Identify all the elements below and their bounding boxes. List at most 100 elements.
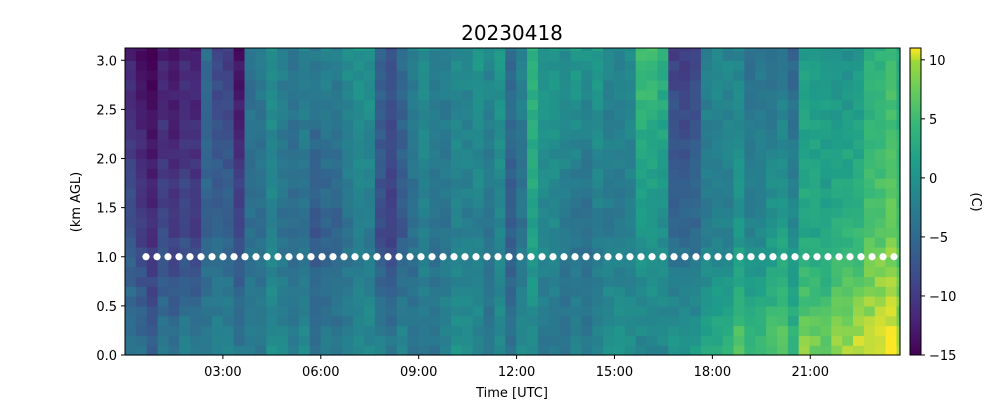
heatmap-cell bbox=[548, 178, 561, 189]
heatmap-cell bbox=[353, 119, 365, 130]
heatmap-cell bbox=[603, 129, 615, 140]
heatmap-cell bbox=[342, 119, 354, 130]
heatmap-cell bbox=[320, 286, 333, 297]
heatmap-cell bbox=[418, 79, 430, 91]
marker-dot bbox=[439, 253, 447, 261]
heatmap-cell bbox=[853, 296, 865, 307]
heatmap-cell bbox=[722, 168, 735, 179]
heatmap-cell bbox=[211, 335, 224, 346]
heatmap-cell bbox=[157, 345, 170, 356]
heatmap-cell bbox=[342, 217, 354, 228]
heatmap-cell bbox=[244, 168, 256, 179]
heatmap-cell bbox=[342, 50, 354, 61]
heatmap-cell bbox=[407, 266, 419, 277]
heatmap-cell bbox=[885, 217, 898, 228]
heatmap-cell bbox=[233, 119, 246, 130]
heatmap-cell bbox=[603, 266, 615, 277]
heatmap-cell bbox=[385, 335, 398, 346]
heatmap-cell bbox=[483, 109, 496, 120]
heatmap-cell bbox=[853, 305, 865, 317]
heatmap-cell bbox=[527, 187, 539, 199]
heatmap-cell bbox=[722, 207, 735, 219]
heatmap-cell bbox=[842, 227, 854, 238]
heatmap-cell bbox=[755, 79, 767, 91]
heatmap-cell bbox=[418, 138, 430, 150]
heatmap-cell bbox=[831, 237, 843, 248]
heatmap-cell bbox=[657, 158, 669, 169]
heatmap-cell bbox=[309, 256, 322, 268]
heatmap-cell bbox=[255, 70, 267, 81]
heatmap-cell bbox=[211, 325, 224, 336]
heatmap-cell bbox=[592, 148, 604, 160]
heatmap-cell bbox=[396, 178, 409, 189]
heatmap-cell bbox=[863, 315, 876, 327]
heatmap-cell bbox=[527, 148, 539, 160]
heatmap-cell bbox=[755, 305, 767, 317]
heatmap-cell bbox=[690, 158, 702, 169]
heatmap-cell bbox=[407, 345, 419, 356]
heatmap-cell bbox=[418, 50, 430, 61]
heatmap-cell bbox=[766, 89, 778, 101]
heatmap-cell bbox=[135, 129, 148, 140]
heatmap-cell bbox=[353, 237, 365, 248]
heatmap-cell bbox=[266, 325, 278, 336]
heatmap-cell bbox=[125, 315, 137, 327]
heatmap-cell bbox=[635, 138, 648, 150]
heatmap-cell bbox=[190, 79, 202, 91]
heatmap-cell bbox=[179, 335, 191, 346]
heatmap-cell bbox=[157, 227, 170, 238]
heatmap-cell bbox=[711, 305, 724, 317]
heatmap-cell bbox=[624, 315, 637, 327]
heatmap-cell bbox=[744, 70, 756, 81]
heatmap-cell bbox=[766, 217, 778, 228]
marker-dot bbox=[450, 253, 458, 261]
heatmap-cell bbox=[244, 70, 256, 81]
heatmap-cell bbox=[787, 217, 800, 228]
heatmap-cell bbox=[505, 286, 517, 297]
heatmap-cell bbox=[755, 207, 767, 219]
heatmap-cell bbox=[440, 119, 452, 130]
heatmap-cell bbox=[820, 48, 832, 52]
heatmap-cell bbox=[668, 207, 680, 219]
heatmap-cell bbox=[211, 109, 224, 120]
heatmap-cell bbox=[657, 50, 669, 61]
heatmap-cell bbox=[559, 315, 572, 327]
heatmap-cell bbox=[255, 315, 267, 327]
heatmap-cell bbox=[744, 315, 756, 327]
heatmap-cell bbox=[809, 315, 822, 327]
heatmap-cell bbox=[603, 109, 615, 120]
heatmap-cell bbox=[472, 158, 485, 169]
heatmap-cell bbox=[385, 197, 398, 209]
heatmap-cell bbox=[201, 109, 213, 120]
heatmap-cell bbox=[592, 60, 604, 71]
heatmap-cell bbox=[896, 256, 901, 268]
heatmap-cell bbox=[396, 60, 409, 71]
heatmap-cell bbox=[863, 305, 876, 317]
heatmap-cell bbox=[179, 99, 191, 110]
heatmap-cell bbox=[646, 217, 659, 228]
heatmap-cell bbox=[190, 335, 202, 346]
heatmap-cell bbox=[733, 48, 745, 52]
heatmap-cell bbox=[831, 70, 843, 81]
heatmap-cell bbox=[613, 119, 626, 130]
heatmap-cell bbox=[233, 246, 246, 258]
heatmap-cell bbox=[440, 325, 452, 336]
heatmap-cell bbox=[548, 187, 561, 199]
heatmap-cell bbox=[146, 148, 159, 160]
heatmap-cell bbox=[624, 119, 637, 130]
heatmap-cell bbox=[157, 217, 170, 228]
heatmap-cell bbox=[809, 79, 822, 91]
heatmap-cell bbox=[820, 276, 832, 287]
heatmap-cell bbox=[831, 129, 843, 140]
heatmap-cell bbox=[624, 296, 637, 307]
heatmap-cell bbox=[135, 158, 148, 169]
heatmap-cell bbox=[385, 217, 398, 228]
heatmap-cell bbox=[657, 197, 669, 209]
heatmap-cell bbox=[646, 178, 659, 189]
heatmap-cell bbox=[135, 315, 148, 327]
heatmap-cell bbox=[874, 178, 887, 189]
heatmap-cell bbox=[613, 296, 626, 307]
heatmap-cell bbox=[450, 286, 463, 297]
heatmap-cell bbox=[679, 296, 691, 307]
heatmap-cell bbox=[722, 109, 735, 120]
